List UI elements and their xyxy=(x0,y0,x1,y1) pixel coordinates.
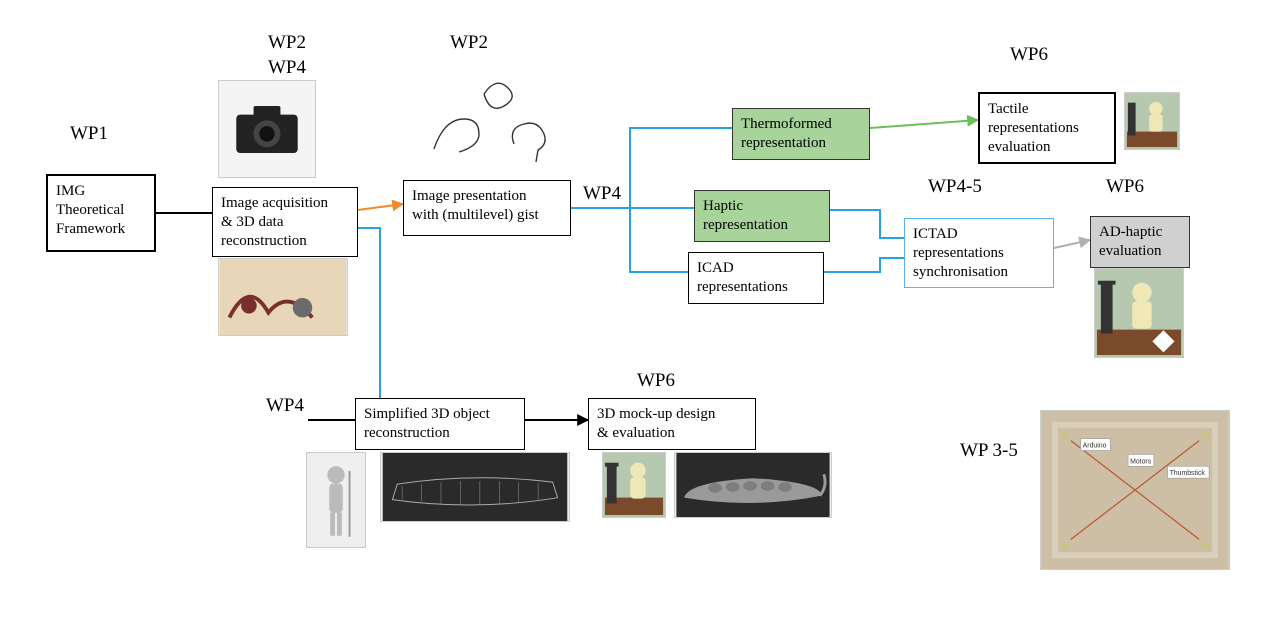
node-acquisition: Image acquisition& 3D datareconstruction xyxy=(212,187,358,257)
node-ictad: ICTADrepresentationssynchronisation xyxy=(904,218,1054,288)
img-sketches xyxy=(414,64,562,172)
wp-label-wp6b: WP6 xyxy=(1106,176,1144,198)
img-person-2 xyxy=(1124,92,1180,150)
wp-label-wp4a: WP4 xyxy=(268,57,306,79)
svg-text:Arduino: Arduino xyxy=(1083,443,1107,450)
wp-label-wp35: WP 3-5 xyxy=(960,440,1018,462)
node-mockup: 3D mock-up design& evaluation xyxy=(588,398,756,450)
node-tactile-eval: Tactilerepresentationsevaluation xyxy=(978,92,1116,164)
img-camera xyxy=(218,80,316,178)
wp-label-wp2b: WP2 xyxy=(450,32,488,54)
img-tapestry xyxy=(218,258,348,336)
wp-label-wp2a: WP2 xyxy=(268,32,306,54)
node-icad: ICADrepresentations xyxy=(688,252,824,304)
wp-label-wp6c: WP6 xyxy=(637,370,675,392)
wp-label-wp45: WP4-5 xyxy=(928,176,982,198)
img-person-1 xyxy=(602,452,666,518)
svg-text:Motors: Motors xyxy=(1130,458,1152,465)
img-person-3 xyxy=(1094,268,1184,358)
node-presentation: Image presentationwith (multilevel) gist xyxy=(403,180,571,236)
node-thermo: Thermoformedrepresentation xyxy=(732,108,870,160)
node-simplified: Simplified 3D objectreconstruction xyxy=(355,398,525,450)
wp-label-wp1: WP1 xyxy=(70,123,108,145)
node-adhaptic: AD-hapticevaluation xyxy=(1090,216,1190,268)
node-framework: IMGTheoreticalFramework xyxy=(46,174,156,252)
wp-label-wp4b: WP4 xyxy=(583,183,621,205)
img-board: Arduino Motors Thumbstick xyxy=(1040,410,1230,570)
wp-label-wp6a: WP6 xyxy=(1010,44,1048,66)
img-solid-boat xyxy=(674,452,832,518)
img-wire-boat xyxy=(380,452,570,522)
wp-label-wp4c: WP4 xyxy=(266,395,304,417)
node-haptic: Hapticrepresentation xyxy=(694,190,830,242)
svg-text:Thumbstick: Thumbstick xyxy=(1170,470,1206,477)
img-figure xyxy=(306,452,366,548)
